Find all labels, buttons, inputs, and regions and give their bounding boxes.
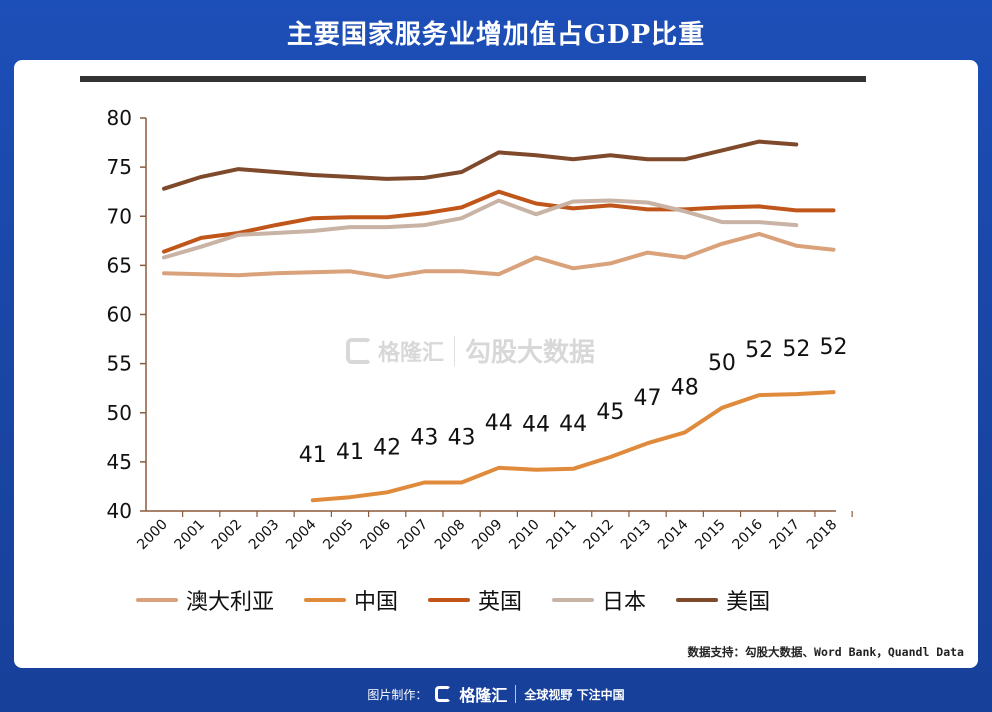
legend-item: 澳大利亚: [136, 584, 274, 616]
data-label: 52: [745, 338, 773, 363]
x-tick-label: 2017: [767, 517, 804, 554]
legend-swatch: [552, 598, 595, 602]
data-label: 44: [559, 412, 587, 437]
data-label: 50: [708, 351, 736, 376]
x-tick-label: 2005: [320, 517, 357, 554]
footer: 图片制作： 格隆汇 全球视野 下注中国: [0, 680, 992, 708]
x-tick-label: 2003: [246, 517, 283, 554]
watermark-text: 勾股大数据: [465, 338, 596, 368]
x-tick-label: 2016: [729, 516, 766, 553]
x-tick-label: 2008: [432, 517, 469, 554]
legend-label: 澳大利亚: [186, 590, 275, 615]
data-label: 41: [336, 440, 364, 465]
y-tick-label: 40: [107, 499, 132, 523]
data-label: 43: [448, 426, 476, 451]
page-title: 主要国家服务业增加值占GDP比重: [286, 20, 706, 50]
y-tick-label: 55: [107, 352, 132, 376]
data-label: 52: [820, 335, 848, 360]
legend-label: 英国: [478, 590, 523, 615]
footer-slogan: 全球视野 下注中国: [524, 687, 625, 702]
footer-brand: 格隆汇: [459, 686, 508, 705]
series-line-日本: [162, 198, 799, 260]
legend-item: 美国: [676, 584, 770, 616]
x-tick-label: 2001: [172, 517, 209, 554]
x-tick-label: 2007: [395, 517, 432, 554]
x-tick-label: 2012: [581, 517, 618, 554]
watermark-logo-icon: [346, 337, 372, 364]
data-label: 42: [373, 435, 401, 460]
chart-card: 格隆汇 勾股大数据 40 45 50 55 60 65 70 75 80 2000 2001 2002…: [14, 60, 978, 668]
footer-logo-icon: [435, 686, 452, 702]
y-tick-label: 45: [107, 450, 132, 474]
legend-label: 日本: [602, 590, 647, 615]
y-tick-label: 50: [107, 401, 132, 425]
data-source: 数据支持：勾股大数据、Word Bank，Quandl Data: [687, 645, 964, 659]
legend-label: 中国: [354, 590, 399, 615]
y-tick-label: 70: [107, 204, 132, 228]
y-tick-label: 65: [107, 253, 132, 277]
legend-item: 英国: [428, 584, 522, 616]
data-label: 44: [522, 413, 550, 438]
legend-item: 日本: [552, 584, 646, 616]
x-tick-label: 2013: [618, 517, 655, 554]
data-label: 47: [634, 386, 662, 411]
series-line-英国: [162, 189, 836, 254]
x-tick-label: 2006: [357, 516, 394, 553]
legend-swatch: [676, 598, 719, 602]
legend-item: 中国: [304, 584, 398, 616]
watermark-brand: 格隆汇: [378, 340, 445, 366]
legend-label: 美国: [726, 590, 771, 615]
series-line-中国: [310, 390, 836, 503]
legend-swatch: [428, 598, 471, 602]
header-rule: [80, 76, 866, 82]
footer-divider: [515, 685, 517, 703]
watermark-divider: [454, 335, 456, 366]
series-line-澳大利亚: [162, 231, 836, 280]
data-label: 44: [485, 411, 513, 436]
y-tick-label: 60: [107, 303, 132, 327]
data-label: 52: [782, 337, 810, 362]
footer-made-by: 图片制作：: [367, 687, 428, 702]
data-label: 43: [410, 426, 438, 451]
x-tick-label: 2009: [469, 517, 506, 554]
y-tick-label: 75: [107, 155, 132, 179]
data-label: 41: [299, 443, 327, 468]
x-tick-label: 2011: [543, 517, 580, 554]
x-tick-label: 2014: [655, 516, 692, 553]
x-tick-label: 2018: [804, 517, 841, 554]
y-tick-label: 80: [107, 106, 132, 130]
data-label: 48: [671, 375, 699, 400]
x-tick-label: 2000: [134, 517, 171, 554]
series-line-美国: [162, 139, 799, 191]
x-tick-label: 2002: [209, 517, 246, 554]
x-tick-label: 2015: [692, 517, 729, 554]
chart-legend: 澳大利亚 中国 英国 日本 美国: [136, 583, 856, 617]
legend-swatch: [136, 598, 178, 602]
legend-swatch: [304, 598, 347, 602]
watermark: 格隆汇 勾股大数据: [346, 332, 595, 369]
x-tick-label: 2010: [506, 517, 543, 554]
x-tick-label: 2004: [283, 516, 320, 553]
data-label: 45: [596, 400, 624, 425]
